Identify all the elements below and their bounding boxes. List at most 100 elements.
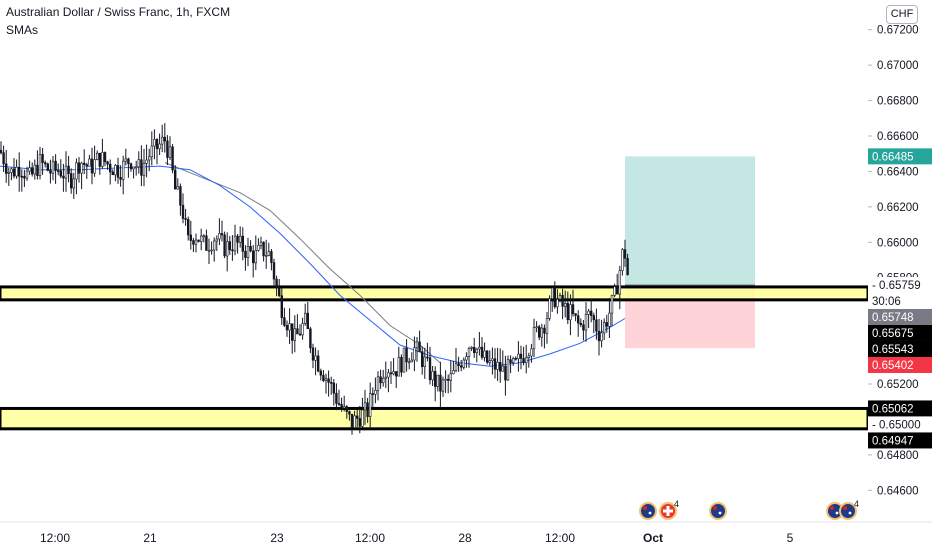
candle-body — [192, 240, 195, 245]
candle-body — [43, 162, 47, 165]
candle-body — [0, 149, 3, 153]
price-label: 0.64947 — [872, 435, 914, 447]
candle-body — [106, 161, 109, 165]
candle-body — [558, 294, 562, 300]
candle-body — [501, 365, 504, 372]
candle-body — [498, 361, 502, 372]
candle-body — [298, 333, 302, 336]
y-tick-label: 0.64600 — [877, 485, 919, 497]
candle-body — [98, 152, 102, 167]
candle-body — [132, 166, 135, 170]
price-label-tag — [868, 148, 932, 165]
x-tick-label: 12:00 — [355, 531, 385, 545]
candle-body — [514, 357, 518, 360]
candle-body — [174, 169, 177, 190]
candle-body — [540, 327, 544, 338]
candle-body — [407, 361, 411, 364]
candle-body — [431, 371, 434, 381]
candle-body — [543, 327, 546, 334]
australia-flag-icon — [709, 502, 727, 520]
candle-body — [25, 170, 29, 179]
candle-body — [548, 298, 551, 319]
candle-body — [239, 235, 242, 243]
candle-body — [88, 158, 91, 167]
flag-star — [718, 511, 722, 515]
candle-body — [441, 379, 445, 392]
price-label-tag — [868, 276, 932, 293]
candle-body — [566, 302, 570, 320]
candle-body — [465, 356, 468, 361]
indicator-label[interactable]: SMAs — [6, 23, 39, 37]
candle-body — [337, 403, 341, 405]
candle-body — [470, 346, 473, 349]
candle-body — [135, 166, 138, 169]
candle-body — [161, 136, 164, 145]
candle-body — [184, 218, 187, 220]
candle-body — [218, 233, 221, 240]
candle-body — [75, 162, 78, 180]
candle-body — [410, 359, 413, 363]
candle-body — [30, 167, 34, 175]
candle-body — [402, 347, 406, 373]
price-label: - 0.65000 — [872, 419, 921, 431]
candle-body — [605, 322, 609, 327]
candle-body — [626, 257, 629, 276]
candle-body — [252, 250, 255, 264]
price-label-tag — [868, 432, 932, 449]
event-marker — [826, 502, 844, 520]
candle-body — [379, 376, 382, 384]
candle-body — [392, 371, 395, 375]
candle-body — [83, 162, 86, 165]
flag-jack — [712, 505, 718, 511]
candle-body — [257, 245, 260, 251]
candle-body — [462, 359, 465, 368]
candle-body — [600, 332, 603, 342]
candle-body — [615, 286, 619, 295]
candle-body — [366, 402, 369, 417]
candle-body — [322, 374, 325, 381]
candle-body — [353, 415, 356, 428]
candle-body — [7, 172, 11, 174]
candle-body — [561, 294, 564, 307]
candle-body — [467, 348, 471, 357]
candle-body — [223, 234, 226, 257]
candle-body — [285, 325, 289, 331]
event-marker: 4 — [659, 499, 679, 520]
x-tick-label: 12:00 — [40, 531, 70, 545]
x-tick-label: 12:00 — [545, 531, 575, 545]
candle-body — [394, 371, 398, 377]
candle-body — [54, 160, 57, 171]
candle-body — [119, 177, 122, 180]
price-label: 0.66485 — [872, 151, 914, 163]
flag-star — [648, 511, 652, 515]
candle-body — [524, 357, 528, 363]
candle-body — [163, 136, 166, 142]
candle-body — [155, 139, 159, 150]
candle-body — [244, 251, 247, 258]
candle-body — [342, 406, 346, 409]
currency-button[interactable]: CHF — [886, 5, 918, 24]
candle-body — [496, 361, 499, 370]
event-count: 4 — [674, 499, 679, 509]
candle-body — [488, 360, 491, 363]
candle-body — [290, 323, 294, 341]
candle-body — [389, 372, 393, 375]
candle-body — [483, 350, 486, 358]
flag-cross — [663, 509, 673, 513]
candle-body — [5, 163, 8, 174]
candle-body — [166, 140, 169, 158]
y-tick-label: 0.66000 — [877, 237, 919, 249]
candle-body — [397, 356, 400, 377]
candle-body — [574, 313, 577, 316]
y-tick-label: 0.65200 — [877, 379, 919, 391]
flag-star — [848, 511, 852, 515]
candle-body — [36, 164, 39, 177]
candle-body — [236, 235, 239, 243]
candle-body — [77, 162, 81, 174]
candle-body — [446, 378, 450, 381]
candle-body — [371, 393, 374, 395]
candle-body — [254, 250, 257, 264]
price-label-tag — [868, 356, 932, 373]
candle-body — [491, 358, 494, 361]
